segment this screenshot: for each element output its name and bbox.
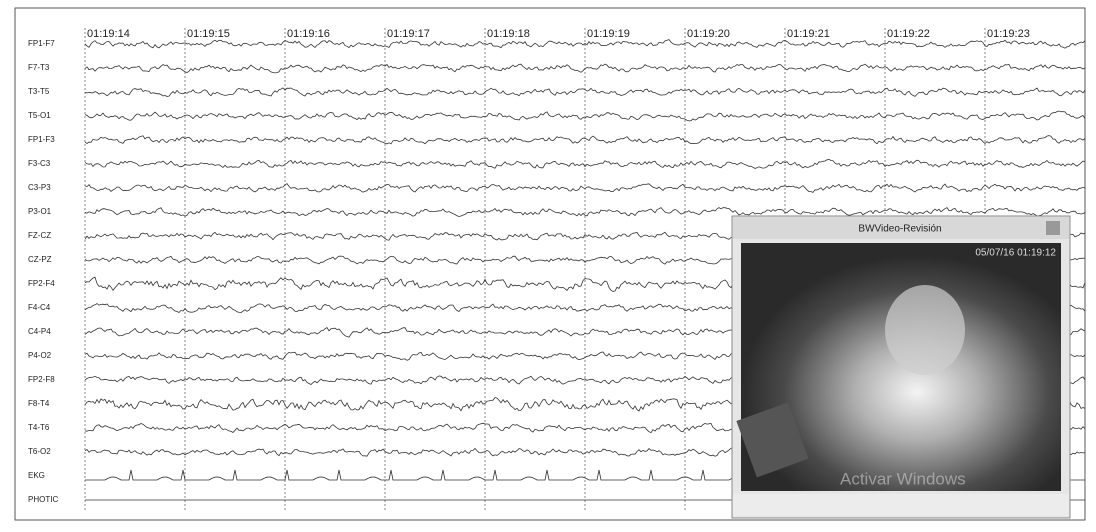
watermark: Activar Windows bbox=[840, 469, 966, 488]
channel-label: F3-C3 bbox=[28, 159, 51, 168]
channel-label: C3-P3 bbox=[28, 183, 51, 192]
close-button[interactable] bbox=[1046, 221, 1060, 235]
channel-label: FP1-F3 bbox=[28, 135, 55, 144]
channel-label: F4-C4 bbox=[28, 303, 51, 312]
waveform bbox=[84, 183, 1086, 193]
channel-label: CZ-PZ bbox=[28, 255, 52, 264]
video-figure bbox=[885, 285, 965, 375]
time-label: 01:19:18 bbox=[487, 28, 530, 40]
time-label: 01:19:14 bbox=[87, 28, 130, 40]
waveform bbox=[84, 110, 1086, 122]
channel-label: T6-O2 bbox=[28, 447, 51, 456]
channel-label: EKG bbox=[28, 471, 45, 480]
video-timestamp: 05/07/16 01:19:12 bbox=[975, 248, 1056, 259]
time-label: 01:19:15 bbox=[187, 28, 230, 40]
channel-label: P3-O1 bbox=[28, 207, 52, 216]
channel-label: FZ-CZ bbox=[28, 231, 51, 240]
video-title: BWVideo-Revisión bbox=[858, 224, 941, 235]
time-label: 01:19:23 bbox=[987, 28, 1030, 40]
time-label: 01:19:20 bbox=[687, 28, 730, 40]
channel-label: FP2-F4 bbox=[28, 279, 55, 288]
time-label: 01:19:21 bbox=[787, 28, 830, 40]
waveform bbox=[84, 135, 1086, 145]
time-label: 01:19:19 bbox=[587, 28, 630, 40]
waveform bbox=[84, 158, 1086, 169]
waveform bbox=[84, 207, 1086, 217]
video-window: BWVideo-Revisión 05/07/16 01:19:12 Activ… bbox=[731, 215, 1071, 519]
time-label: 01:19:16 bbox=[287, 28, 330, 40]
time-label: 01:19:22 bbox=[887, 28, 930, 40]
channel-label: T4-T6 bbox=[28, 423, 50, 432]
time-label: 01:19:17 bbox=[387, 28, 430, 40]
channel-label: P4-O2 bbox=[28, 351, 52, 360]
video-controls bbox=[733, 494, 1069, 516]
channel-label: F7-T3 bbox=[28, 63, 50, 72]
waveform bbox=[84, 87, 1086, 97]
channel-label: PHOTIC bbox=[28, 495, 58, 504]
channel-label: T3-T5 bbox=[28, 87, 50, 96]
waveform bbox=[84, 63, 1086, 74]
channel-label: C4-P4 bbox=[28, 327, 51, 336]
video-titlebar bbox=[733, 217, 1069, 239]
labels: 01:19:14 01:19:15 01:19:16 01:19:17 01:19:18… bbox=[28, 28, 1030, 504]
waveform bbox=[84, 39, 1086, 49]
channel-label: F8-T4 bbox=[28, 399, 50, 408]
channel-label: FP2-F8 bbox=[28, 375, 55, 384]
video-object bbox=[736, 402, 809, 478]
channel-label: T5-O1 bbox=[28, 111, 51, 120]
channel-label: FP1-F7 bbox=[28, 39, 55, 48]
